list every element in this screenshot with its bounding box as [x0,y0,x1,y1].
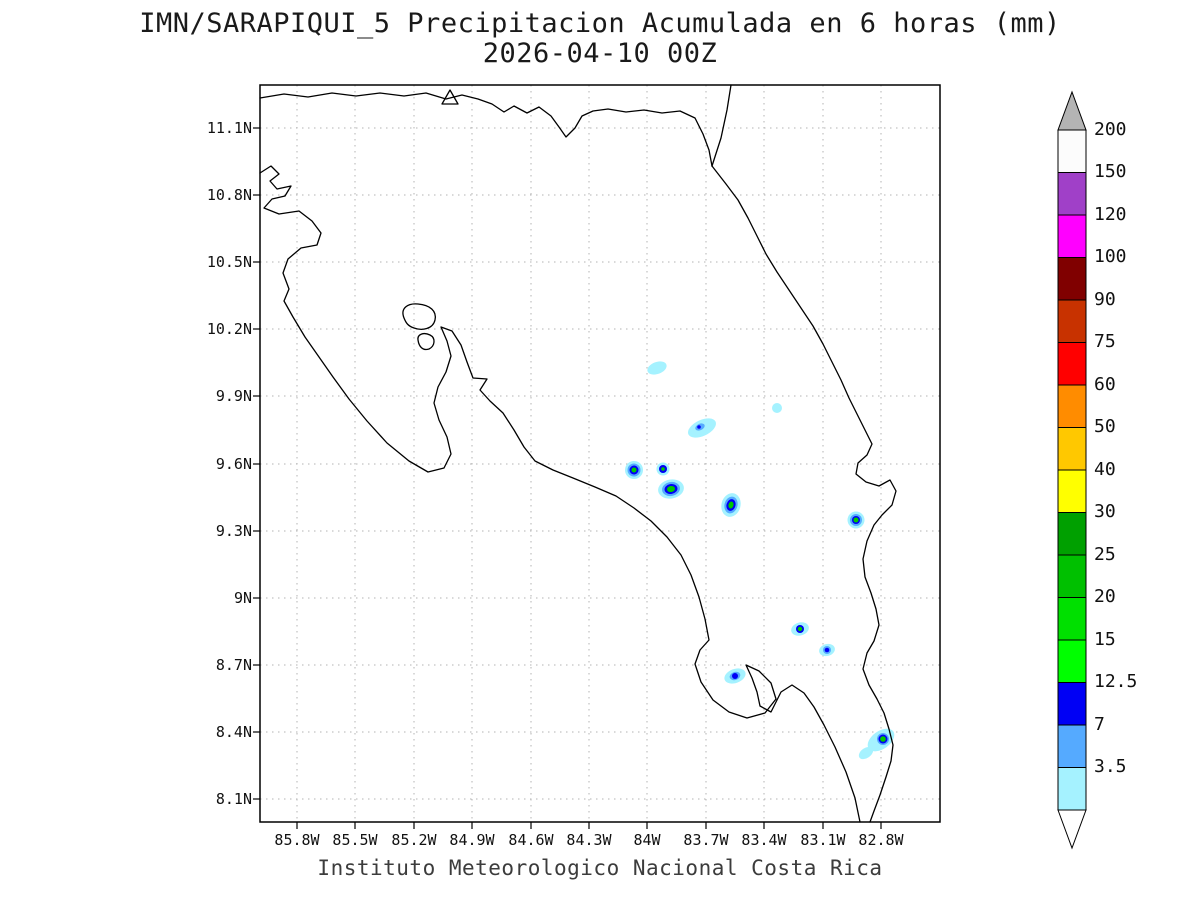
colorbar-band [1057,724,1087,768]
pacific-coast-line [259,165,861,823]
colorbar-band [1057,512,1087,556]
colorbar-band [1057,384,1087,428]
colorbar-band [1057,299,1087,343]
colorbar [1057,90,1087,850]
colorbar-label: 120 [1094,204,1127,225]
lake-arenal-outline-small [417,333,435,351]
ometepe-island-outline [441,89,459,105]
precip-spot-12 [858,728,895,760]
colorbar-label: 12.5 [1094,671,1138,692]
x-tick-label: 83.7W [683,831,729,849]
y-tick-label: 11.1N [206,119,252,137]
precip-spot-9 [791,622,809,636]
colorbar-band [1057,554,1087,598]
precipitation-spots [625,361,895,760]
y-tick-label: 10.5N [206,253,252,271]
x-tick-label: 83.1W [800,831,846,849]
colorbar-label: 200 [1094,119,1127,140]
graticule-gridlines [260,85,940,822]
x-tick-label: 84.3W [566,831,612,849]
x-tick-label: 83.4W [741,831,787,849]
chart-subtitle: 2026-04-10 00Z [482,38,718,69]
y-tick-label: 8.7N [215,656,252,674]
colorbar-band [1057,682,1087,726]
precip-spot-7 [721,493,741,517]
colorbar-label: 100 [1094,246,1127,267]
colorbar-band [1057,214,1087,258]
nicaragua-caribbean-coast [711,84,732,167]
y-tick-label: 10.8N [206,186,252,204]
x-tick-label: 85.8W [274,831,320,849]
colorbar-label: 150 [1094,161,1127,182]
caribbean-coast-panama-border [711,165,897,823]
x-tick-label: 84.6W [508,831,554,849]
precip-spot-8 [847,511,865,529]
y-tick-label: 8.1N [215,790,252,808]
colorbar-label: 25 [1094,544,1116,565]
plot-frame [259,84,941,823]
chart-title: IMN/SARAPIQUI_5 Precipitacion Acumulada … [139,8,1061,39]
y-tick-label: 9.6N [215,455,252,473]
colorbar-label: 50 [1094,416,1116,437]
precip-spot-4 [625,461,643,479]
colorbar-label: 20 [1094,586,1116,607]
colorbar-band [1057,172,1087,216]
colorbar-band [1057,129,1087,173]
precip-spot-6 [658,479,684,499]
precip-spot-11 [724,668,746,684]
x-tick-label: 84W [633,831,661,849]
y-tick-label: 10.2N [206,320,252,338]
colorbar-band [1057,767,1087,811]
colorbar-label: 75 [1094,331,1116,352]
y-tick-label: 9.9N [215,387,252,405]
axis-tick-marks [253,127,882,829]
colorbar-band [1057,257,1087,301]
y-tick-label: 8.4N [215,723,252,741]
precip-spot-2 [687,418,717,438]
colorbar-label: 90 [1094,289,1116,310]
precip-spot-3 [772,403,782,413]
x-tick-label: 85.2W [391,831,437,849]
source-caption: Instituto Meteorologico Nacional Costa R… [317,856,883,880]
y-tick-label: 9.3N [215,522,252,540]
nicaragua-border-lake-line [259,92,713,167]
colorbar-band [1057,469,1087,513]
colorbar-label: 60 [1094,374,1116,395]
colorbar-band [1057,342,1087,386]
x-tick-label: 84.9W [449,831,495,849]
colorbar-band [1057,597,1087,641]
precip-spot-10 [819,643,835,657]
precip-spot-1 [647,361,667,375]
x-tick-label: 85.5W [332,831,378,849]
colorbar-label: 3.5 [1094,756,1127,777]
colorbar-label: 40 [1094,459,1116,480]
precip-spot-5 [656,462,670,476]
lake-arenal-outline [402,303,436,330]
colorbar-label: 30 [1094,501,1116,522]
y-tick-label: 9N [233,589,252,607]
x-tick-label: 82.8W [858,831,904,849]
colorbar-band [1057,639,1087,683]
coastlines [259,84,897,823]
colorbar-label: 7 [1094,714,1105,735]
colorbar-arrow-top [1057,90,1087,131]
colorbar-band [1057,427,1087,471]
colorbar-label: 15 [1094,629,1116,650]
colorbar-arrow-bottom [1057,809,1087,850]
